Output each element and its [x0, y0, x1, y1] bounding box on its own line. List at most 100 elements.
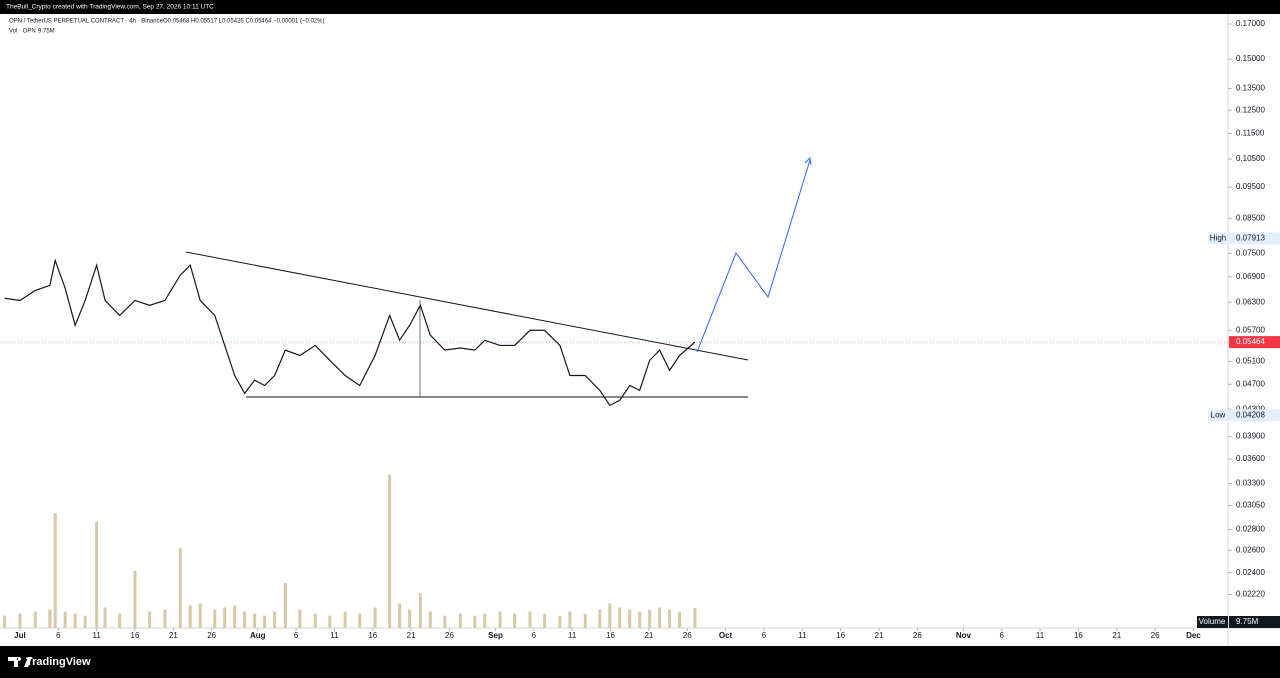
y-tick-label: 0.09500 [1236, 182, 1265, 191]
x-tick-label: 26 [207, 631, 216, 640]
volume-bar [528, 611, 532, 628]
credit: TheBull_Crypto created with TradingView.… [6, 4, 214, 11]
volume-bar [118, 613, 122, 628]
x-tick-label: 6 [762, 631, 767, 640]
volume-bar [398, 603, 402, 628]
volume-bar [283, 582, 287, 628]
volume-bar [263, 615, 267, 628]
volume-bar [103, 607, 107, 628]
x-tick-label: Dec [1186, 631, 1201, 640]
last-price-label: 0.05464 [1236, 337, 1265, 346]
volume-bar [3, 615, 7, 628]
volume-bar [458, 613, 462, 628]
volume-bar [658, 607, 662, 628]
x-tick-label: 11 [92, 631, 101, 640]
volume-bar [298, 609, 302, 628]
low-tag [1208, 409, 1228, 422]
y-tick-label: 0.06300 [1236, 297, 1265, 306]
footer [0, 646, 1280, 678]
y-tick-label: 0.10500 [1236, 154, 1265, 163]
low-box [1229, 409, 1280, 422]
volume-bar [418, 593, 422, 628]
volume-bar [598, 609, 602, 628]
x-tick-label: 11 [330, 631, 339, 640]
x-tick-label: 16 [836, 631, 845, 640]
y-tick-label: 0.05700 [1236, 325, 1265, 334]
x-tick-label: 16 [606, 631, 615, 640]
high-box [1229, 232, 1280, 245]
high-tag-label: High [1210, 233, 1226, 242]
volume-bar [133, 570, 137, 628]
volume-bar [693, 608, 697, 628]
volume-bar [73, 613, 77, 628]
y-tick-label: 0.06900 [1236, 272, 1265, 281]
last-price-box [1229, 336, 1280, 349]
volume-value: 9.75M [1236, 617, 1259, 626]
volume-bar [253, 613, 257, 628]
y-tick-label: 0.11500 [1236, 129, 1265, 138]
x-tick-label: 11 [798, 631, 807, 640]
volume-bar [48, 609, 52, 628]
volume-bar [53, 513, 57, 628]
y-tick-label: 0.03300 [1236, 479, 1265, 488]
legend-symbol: OPN / TetherUS PERPETUAL CONTRACT · 4h ·… [9, 19, 164, 25]
x-tick-label: 26 [683, 631, 692, 640]
y-tick-label: 0.12500 [1236, 105, 1265, 114]
volume-bar [388, 474, 392, 628]
plot: 0.17000 0.15000 0.13500 0.12500 0.11500 0.105… [0, 19, 1280, 640]
x-tick-label: 21 [875, 631, 884, 640]
volume-bar [443, 615, 447, 628]
volume-bar [498, 611, 502, 628]
volume-name-box [1197, 616, 1228, 628]
x-tick-label: 21 [1112, 631, 1121, 640]
volume-bar [428, 611, 432, 628]
x-tick-label: 6 [1000, 631, 1005, 640]
low-value: 0.04208 [1236, 410, 1265, 419]
volume-bar [543, 613, 547, 628]
volume-bar [188, 605, 192, 628]
y-tick-label: 0.02220 [1236, 590, 1265, 599]
volume-bar [678, 611, 682, 628]
volume-name: Volume [1199, 617, 1226, 626]
volume-bar [473, 615, 477, 628]
volume-bar [163, 609, 167, 628]
volume-bar [148, 611, 152, 628]
volume-bar [233, 605, 237, 628]
x-tick-label: 21 [169, 631, 178, 640]
y-tick-label: 0.07500 [1236, 248, 1265, 257]
resistance-line [185, 251, 749, 361]
volume-bar [568, 611, 572, 628]
y-tick-label: 0.02800 [1236, 525, 1265, 534]
volume-bar [583, 613, 587, 628]
volume-bar [63, 611, 67, 628]
projection-arrowhead [804, 156, 812, 166]
y-tick-label: 0.04300 [1236, 404, 1265, 413]
volume-bar [178, 548, 182, 628]
y-tick-label: 0.02400 [1236, 568, 1265, 577]
volume-bar [483, 613, 487, 628]
y-tick-label: 0.05100 [1236, 357, 1265, 366]
volume-bar [628, 609, 632, 628]
volume-bar [95, 521, 99, 628]
projection-path [696, 159, 811, 353]
y-tick-label: 0.17000 [1236, 19, 1265, 28]
x-tick-label: Nov [956, 631, 972, 640]
high-tag [1208, 232, 1228, 245]
x-tick-label: 16 [131, 631, 140, 640]
volume-bar [648, 609, 652, 628]
x-tick-label: 6 [294, 631, 299, 640]
y-tick-label: 0.08500 [1236, 213, 1265, 222]
x-tick-label: 11 [1036, 631, 1045, 640]
x-tick-label: 16 [368, 631, 377, 640]
volume-bar [358, 613, 362, 628]
x-tick-label: 26 [913, 631, 922, 640]
volume-bar [558, 615, 562, 628]
volume-bar [18, 613, 22, 628]
x-tick-label: Oct [719, 631, 733, 640]
volume-bar [223, 607, 227, 628]
volume-bar [668, 609, 672, 628]
legend-volume-value: 9.75M [38, 29, 55, 35]
y-tick-label: 0.03900 [1236, 432, 1265, 441]
x-tick-label: 16 [1074, 631, 1083, 640]
